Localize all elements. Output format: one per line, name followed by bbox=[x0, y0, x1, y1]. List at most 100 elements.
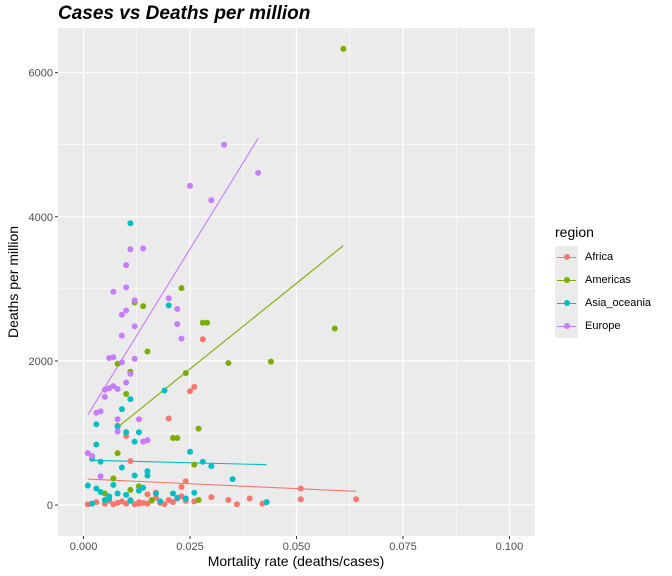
data-point-asia-oceania bbox=[144, 472, 151, 479]
data-point-europe bbox=[123, 307, 130, 314]
data-point-africa bbox=[135, 500, 142, 507]
data-point-asia-oceania bbox=[131, 472, 138, 479]
trend-line-americas bbox=[117, 245, 344, 428]
data-point-asia-oceania bbox=[127, 396, 134, 403]
axis-ticks: 0.000 0.025 0.050 0.075 0.100 0 2000 4000 6000 bbox=[29, 68, 524, 553]
data-point-asia-oceania bbox=[84, 482, 91, 489]
data-point-europe bbox=[114, 416, 121, 423]
data-point-europe bbox=[110, 354, 117, 361]
data-point-asia-oceania bbox=[208, 463, 215, 470]
data-point-africa bbox=[144, 491, 151, 498]
data-point-europe bbox=[140, 438, 147, 445]
data-point-asia-oceania bbox=[174, 494, 181, 501]
data-point-europe bbox=[114, 428, 121, 435]
data-point-africa bbox=[187, 388, 194, 395]
data-point-americas bbox=[340, 45, 347, 52]
trend-line-africa bbox=[87, 478, 357, 492]
y-tick-label: 0 bbox=[47, 500, 53, 512]
data-point-asia-oceania bbox=[135, 429, 142, 436]
legend-key-dot bbox=[564, 300, 570, 306]
legend-key bbox=[555, 292, 578, 315]
legend-key bbox=[555, 269, 578, 292]
data-point-americas bbox=[140, 303, 147, 310]
data-point-americas bbox=[199, 319, 206, 326]
data-point-asia-oceania bbox=[123, 491, 130, 498]
data-point-europe bbox=[174, 306, 181, 313]
data-point-africa bbox=[127, 458, 134, 465]
data-point-asia-oceania bbox=[182, 495, 189, 502]
data-point-europe bbox=[131, 323, 138, 330]
data-point-asia-oceania bbox=[89, 500, 96, 507]
data-point-europe bbox=[174, 321, 181, 328]
data-point-africa bbox=[353, 496, 360, 503]
data-point-asia-oceania bbox=[161, 387, 168, 394]
data-point-africa bbox=[178, 484, 185, 491]
data-point-europe bbox=[118, 332, 125, 339]
legend-key-dot bbox=[564, 277, 570, 283]
data-points bbox=[84, 45, 360, 508]
legend-key-dot bbox=[564, 254, 570, 260]
data-point-americas bbox=[182, 370, 189, 377]
data-point-africa bbox=[165, 415, 172, 422]
data-point-americas bbox=[114, 450, 121, 457]
trend-line-asia-oceania bbox=[92, 459, 267, 466]
data-point-europe bbox=[101, 393, 108, 400]
data-point-americas bbox=[123, 391, 130, 398]
data-point-europe bbox=[221, 141, 228, 148]
data-point-africa bbox=[161, 501, 168, 508]
y-tick-label: 2000 bbox=[29, 356, 53, 368]
data-point-asia-oceania bbox=[93, 421, 100, 428]
chart-title: Cases vs Deaths per million bbox=[58, 3, 311, 24]
legend: region Africa Americas Asia_oceania Europe bbox=[555, 224, 651, 338]
data-point-americas bbox=[144, 348, 151, 355]
data-point-asia-oceania bbox=[135, 487, 142, 494]
x-tick-label: 0.075 bbox=[389, 541, 417, 553]
data-point-asia-oceania bbox=[114, 490, 121, 497]
data-point-europe bbox=[118, 311, 125, 318]
data-point-americas bbox=[127, 486, 134, 493]
data-point-europe bbox=[123, 262, 130, 269]
x-tick-label: 0.050 bbox=[283, 541, 311, 553]
data-point-africa bbox=[297, 496, 304, 503]
data-point-asia-oceania bbox=[229, 476, 236, 483]
data-point-americas bbox=[178, 285, 185, 292]
data-point-asia-oceania bbox=[114, 423, 121, 430]
data-point-europe bbox=[187, 182, 194, 189]
data-point-africa bbox=[182, 478, 189, 485]
data-point-americas bbox=[174, 435, 181, 442]
data-point-americas bbox=[204, 319, 211, 326]
data-point-americas bbox=[191, 461, 198, 468]
data-point-europe bbox=[135, 416, 142, 423]
data-point-asia-oceania bbox=[140, 484, 147, 491]
x-tick-label: 0.000 bbox=[70, 541, 98, 553]
legend-item-asia-oceania: Asia_oceania bbox=[555, 292, 651, 315]
data-point-asia-oceania bbox=[106, 495, 113, 502]
data-point-europe bbox=[89, 453, 96, 460]
x-tick-label: 0.100 bbox=[496, 541, 524, 553]
data-point-asia-oceania bbox=[118, 464, 125, 471]
data-point-europe bbox=[97, 408, 104, 415]
data-point-asia-oceania bbox=[144, 468, 151, 475]
data-point-asia-oceania bbox=[127, 497, 134, 504]
legend-label: Asia_oceania bbox=[585, 297, 652, 309]
data-point-africa bbox=[169, 499, 176, 506]
data-point-europe bbox=[178, 335, 185, 342]
legend-label: Americas bbox=[585, 274, 631, 286]
data-point-asia-oceania bbox=[169, 490, 176, 497]
data-point-asia-oceania bbox=[118, 406, 125, 413]
legend-key bbox=[555, 315, 578, 338]
trend-line-europe bbox=[87, 137, 259, 416]
data-point-asia-oceania bbox=[199, 458, 206, 465]
data-point-americas bbox=[195, 496, 202, 503]
data-point-europe bbox=[131, 297, 138, 304]
data-point-europe bbox=[118, 359, 125, 366]
data-point-asia-oceania bbox=[97, 489, 104, 496]
data-point-africa bbox=[233, 501, 240, 508]
legend-title: region bbox=[555, 224, 594, 240]
data-point-americas bbox=[331, 325, 338, 332]
data-point-europe bbox=[127, 246, 134, 253]
data-point-africa bbox=[225, 496, 232, 503]
data-point-americas bbox=[195, 425, 202, 432]
data-point-europe bbox=[255, 169, 262, 176]
